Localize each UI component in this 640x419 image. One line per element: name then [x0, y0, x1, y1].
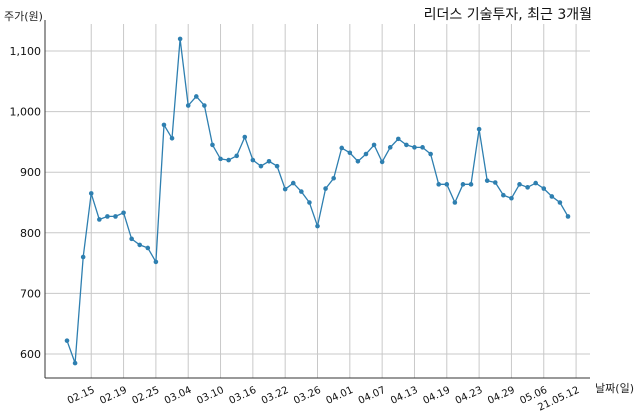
data-point — [420, 145, 425, 150]
data-point — [396, 136, 401, 142]
axes — [44, 20, 590, 379]
x-tick-label: 02.15 — [66, 385, 97, 407]
data-point — [250, 157, 256, 163]
data-point — [541, 186, 547, 191]
y-tick-label: 1,000 — [10, 106, 42, 119]
data-point — [274, 163, 280, 169]
x-tick-label: 04.29 — [486, 385, 517, 407]
data-point — [557, 200, 563, 205]
y-tick-label: 900 — [20, 166, 41, 179]
data-point — [501, 192, 506, 198]
data-point — [492, 180, 498, 185]
data-point — [121, 210, 126, 216]
data-point — [484, 178, 490, 183]
x-tick-labels: 02.15 02.19 02.25 03.04 03.10 03.16 03.22 03.26… — [66, 385, 581, 414]
data-point — [177, 36, 183, 42]
data-point — [145, 245, 151, 251]
data-point — [315, 223, 320, 229]
grid-lines — [45, 24, 590, 378]
y-tick-labels: 600 700 800 900 1,000 1,100 — [10, 45, 42, 361]
data-point — [412, 145, 417, 150]
y-tick-label: 700 — [20, 287, 41, 300]
data-point — [452, 200, 458, 205]
data-point — [387, 145, 393, 150]
data-point — [565, 214, 571, 219]
x-tick-label: 04.07 — [357, 385, 388, 407]
data-point — [226, 157, 231, 163]
y-tick-label: 800 — [20, 227, 41, 240]
data-point — [88, 191, 94, 196]
data-point — [137, 242, 143, 248]
y-tick-label: 600 — [20, 348, 41, 361]
data-series — [64, 36, 571, 366]
data-point — [363, 151, 369, 157]
data-point — [105, 214, 110, 219]
x-tick-label: 03.10 — [195, 385, 226, 407]
data-point — [258, 163, 264, 169]
x-tick-label: 03.22 — [260, 385, 291, 407]
data-point — [193, 94, 199, 99]
data-point — [339, 145, 345, 151]
data-point — [444, 182, 450, 187]
data-point — [428, 151, 433, 157]
data-point — [202, 103, 207, 108]
data-point — [218, 156, 223, 162]
data-point — [379, 159, 385, 165]
data-point — [460, 182, 466, 187]
data-point — [468, 182, 474, 187]
data-point — [72, 360, 78, 366]
x-tick-label: 04.01 — [324, 385, 355, 407]
data-point — [436, 182, 442, 187]
data-point — [549, 194, 555, 199]
data-point — [266, 158, 272, 164]
data-point — [307, 200, 312, 205]
data-point — [355, 158, 361, 164]
data-point — [404, 142, 409, 148]
x-axis-label: 날짜(일) — [595, 382, 634, 395]
data-point — [347, 150, 353, 156]
y-axis-label: 주가(원) — [4, 10, 43, 23]
data-point — [331, 175, 336, 181]
data-point — [161, 122, 167, 128]
data-point — [185, 103, 191, 108]
data-point — [97, 217, 102, 222]
x-tick-label: 03.04 — [163, 385, 194, 407]
data-point — [476, 126, 482, 132]
x-tick-label: 04.19 — [421, 385, 452, 407]
data-point — [533, 180, 538, 186]
data-point — [323, 186, 328, 191]
data-point — [80, 254, 86, 260]
data-point — [129, 236, 134, 242]
data-point — [64, 338, 70, 343]
y-tick-label: 1,100 — [10, 45, 42, 58]
data-point — [371, 142, 377, 148]
x-tick-label: 04.23 — [454, 385, 485, 407]
data-point — [113, 214, 118, 219]
x-tick-label: 02.19 — [98, 385, 129, 407]
x-tick-label: 03.26 — [292, 385, 323, 407]
x-tick-label: 03.16 — [228, 385, 259, 407]
data-point — [169, 135, 175, 141]
data-point — [153, 259, 159, 265]
x-tick-label: 04.13 — [389, 385, 420, 407]
data-point — [517, 182, 522, 187]
data-point — [509, 195, 514, 201]
data-point — [290, 180, 296, 186]
data-point — [299, 189, 304, 194]
data-point — [282, 186, 288, 192]
data-point — [242, 134, 248, 140]
chart-title: 리더스 기술투자, 최근 3개월 — [423, 7, 592, 23]
data-point — [234, 153, 239, 159]
x-tick-label: 02.25 — [131, 385, 162, 407]
data-point — [210, 142, 215, 148]
data-point — [525, 185, 530, 190]
